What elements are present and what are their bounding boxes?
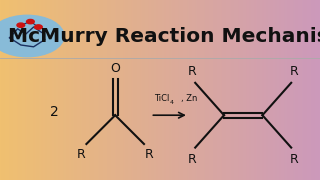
Text: R: R — [188, 153, 196, 166]
Circle shape — [0, 15, 64, 57]
Text: 4: 4 — [170, 100, 174, 105]
Text: R: R — [77, 148, 86, 161]
Circle shape — [27, 19, 34, 24]
Text: R: R — [144, 148, 153, 161]
Text: McMurry Reaction Mechanism: McMurry Reaction Mechanism — [8, 26, 320, 46]
Text: R: R — [188, 65, 196, 78]
Text: R: R — [290, 65, 299, 78]
Text: TiCl: TiCl — [154, 94, 170, 103]
Circle shape — [35, 25, 42, 29]
Text: 2: 2 — [50, 105, 59, 119]
Text: R: R — [290, 153, 299, 166]
Text: O: O — [110, 62, 120, 75]
Text: , Zn: , Zn — [181, 94, 197, 103]
Circle shape — [17, 23, 25, 27]
